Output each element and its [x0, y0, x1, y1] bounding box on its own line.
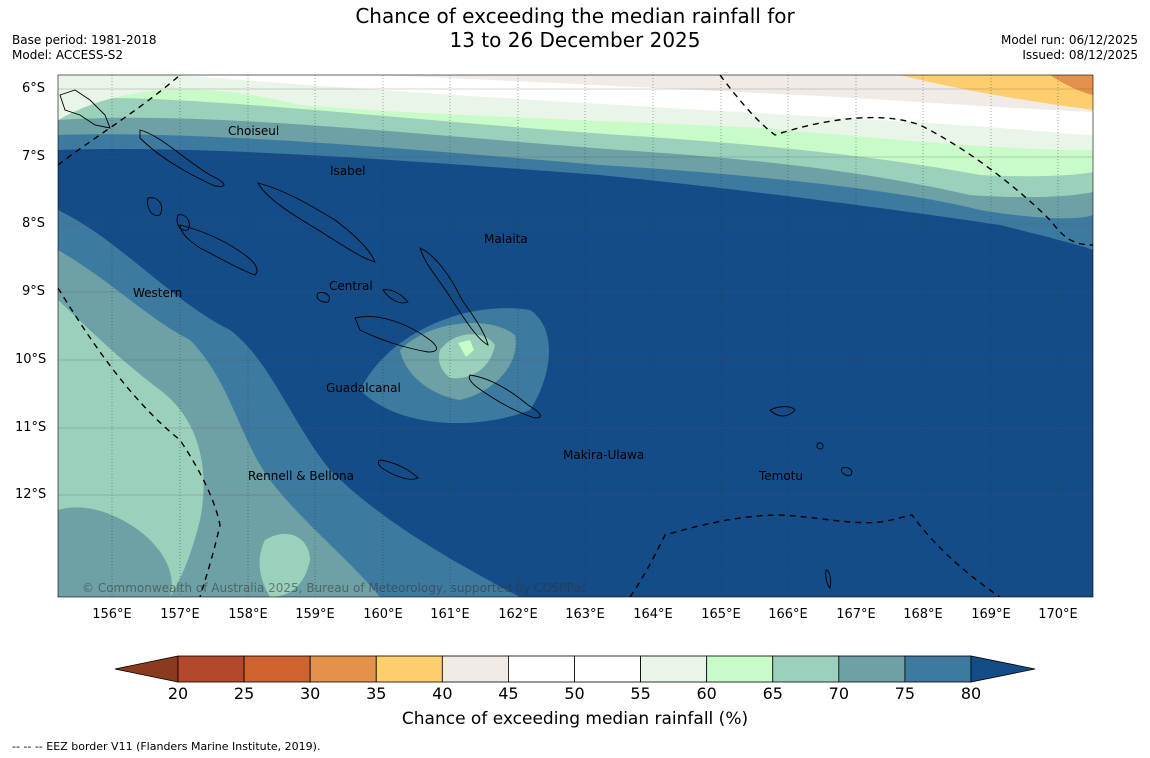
place-label-choiseul: Choiseul [228, 124, 280, 138]
lat-label: 6°S [22, 81, 46, 96]
lat-label: 9°S [22, 284, 46, 299]
island-kolombangara [176, 214, 190, 231]
shade-65-blob [438, 334, 495, 379]
island-santa-cruz [769, 406, 796, 417]
probability-shading [58, 75, 1093, 597]
eez-legend-note: -- -- -- EEZ border V11 (Flanders Marine… [12, 740, 321, 753]
colorbar-tick-label: 70 [828, 684, 849, 703]
latitude-lines [58, 88, 1093, 496]
place-label-rennell-bellona: Rennell & Bellona [248, 469, 355, 483]
colorbar-tick-label: 50 [564, 684, 585, 703]
shade-40-top [900, 75, 1093, 110]
colorbar-tick-label: 80 [960, 684, 982, 703]
model-run: Model run: 06/12/2025 [1000, 33, 1138, 47]
place-label-guadalcanal: Guadalcanal [326, 381, 401, 395]
map-title-line2: 13 to 26 December 2025 [449, 28, 701, 52]
island-guadalcanal [354, 316, 437, 353]
place-label-temotu: Temotu [759, 469, 804, 483]
base-period: Base period: 1981-2018 [12, 33, 157, 47]
colorbar-segment [177, 655, 245, 683]
shade-60-blob [458, 340, 474, 357]
lon-label: 165°E [701, 607, 741, 622]
colorbar-segment [375, 655, 443, 683]
island-bougainville [59, 89, 111, 129]
island-tikopia [825, 569, 832, 589]
lat-label: 12°S [15, 487, 47, 502]
colorbar-tick-label: 65 [762, 684, 783, 703]
colorbar-tick-label: 30 [299, 684, 321, 703]
colorbar-tick-label: 45 [498, 684, 519, 703]
model-name: Model: ACCESS-S2 [12, 48, 124, 62]
lon-label: 156°E [92, 607, 132, 622]
colorbar-segment [904, 655, 972, 683]
colorbar-tick-label: 75 [894, 684, 916, 703]
colorbar-extend-high [970, 655, 1036, 683]
place-label-western: Western [133, 286, 183, 300]
colorbar-extend-low [114, 655, 179, 683]
lon-label: 159°E [295, 607, 335, 622]
colorbar-title: Chance of exceeding median rainfall (%) [401, 709, 749, 729]
lon-label: 166°E [768, 607, 808, 622]
island-vanikoro [841, 467, 853, 476]
lon-label: 163°E [565, 607, 605, 622]
island-florida [382, 289, 409, 304]
lat-label: 7°S [22, 149, 46, 164]
island-rennell [377, 459, 419, 480]
island-choiseul [139, 129, 225, 187]
lon-label: 162°E [498, 607, 538, 622]
island-central [316, 292, 330, 303]
lon-label: 164°E [633, 607, 673, 622]
islands [59, 89, 853, 589]
island-new-georgia [179, 224, 258, 276]
lat-label: 10°S [15, 352, 47, 367]
island-malaita [419, 247, 489, 346]
place-label-isabel: Isabel [330, 164, 366, 178]
lon-label: 170°E [1038, 607, 1078, 622]
shade-65b [259, 533, 310, 597]
colorbar-tick-label: 60 [696, 684, 717, 703]
island-isabel [257, 182, 376, 263]
colorbar-tick-label: 20 [167, 684, 189, 703]
graticule [111, 75, 1059, 597]
place-label-central: Central [329, 279, 373, 293]
island-vella [147, 197, 163, 216]
copyright-notice: © Commonwealth of Australia 2025, Bureau… [82, 581, 588, 595]
map-title-line1: Chance of exceeding the median rainfall … [355, 4, 795, 28]
shade-45-top [380, 75, 1093, 112]
island-utupua [816, 442, 824, 450]
lon-label: 161°E [430, 607, 470, 622]
issued-date: Issued: 08/12/2025 [1022, 48, 1138, 62]
shade-70b [58, 507, 172, 597]
colorbar-segment [772, 655, 840, 683]
colorbar-tick-label: 25 [233, 684, 255, 703]
place-label-malaita: Malaita [484, 232, 528, 246]
colorbar-segment [309, 655, 377, 683]
colorbar-segment [574, 655, 641, 683]
colorbar-segment [640, 655, 708, 683]
colorbar-tick-label: 55 [630, 684, 651, 703]
lon-label: 167°E [836, 607, 876, 622]
lon-label: 168°E [903, 607, 943, 622]
eez-borders [58, 75, 1093, 597]
colorbar-segment [243, 655, 311, 683]
place-label-makira-ulawa: Makira-Ulawa [563, 448, 645, 462]
colorbar-segment [706, 655, 774, 683]
shade-35-top [1050, 75, 1093, 95]
colorbar-segment [441, 655, 509, 683]
lon-label: 160°E [363, 607, 403, 622]
colorbar-tick-label: 35 [366, 684, 387, 703]
lon-label: 158°E [228, 607, 268, 622]
colorbar-segment [838, 655, 906, 683]
lon-label: 157°E [160, 607, 200, 622]
lat-label: 8°S [22, 216, 46, 231]
colorbar-tick-label: 40 [432, 684, 453, 703]
island-makira [468, 374, 541, 419]
lat-label: 11°S [15, 420, 47, 435]
colorbar-segment [508, 655, 575, 683]
lon-label: 169°E [971, 607, 1011, 622]
